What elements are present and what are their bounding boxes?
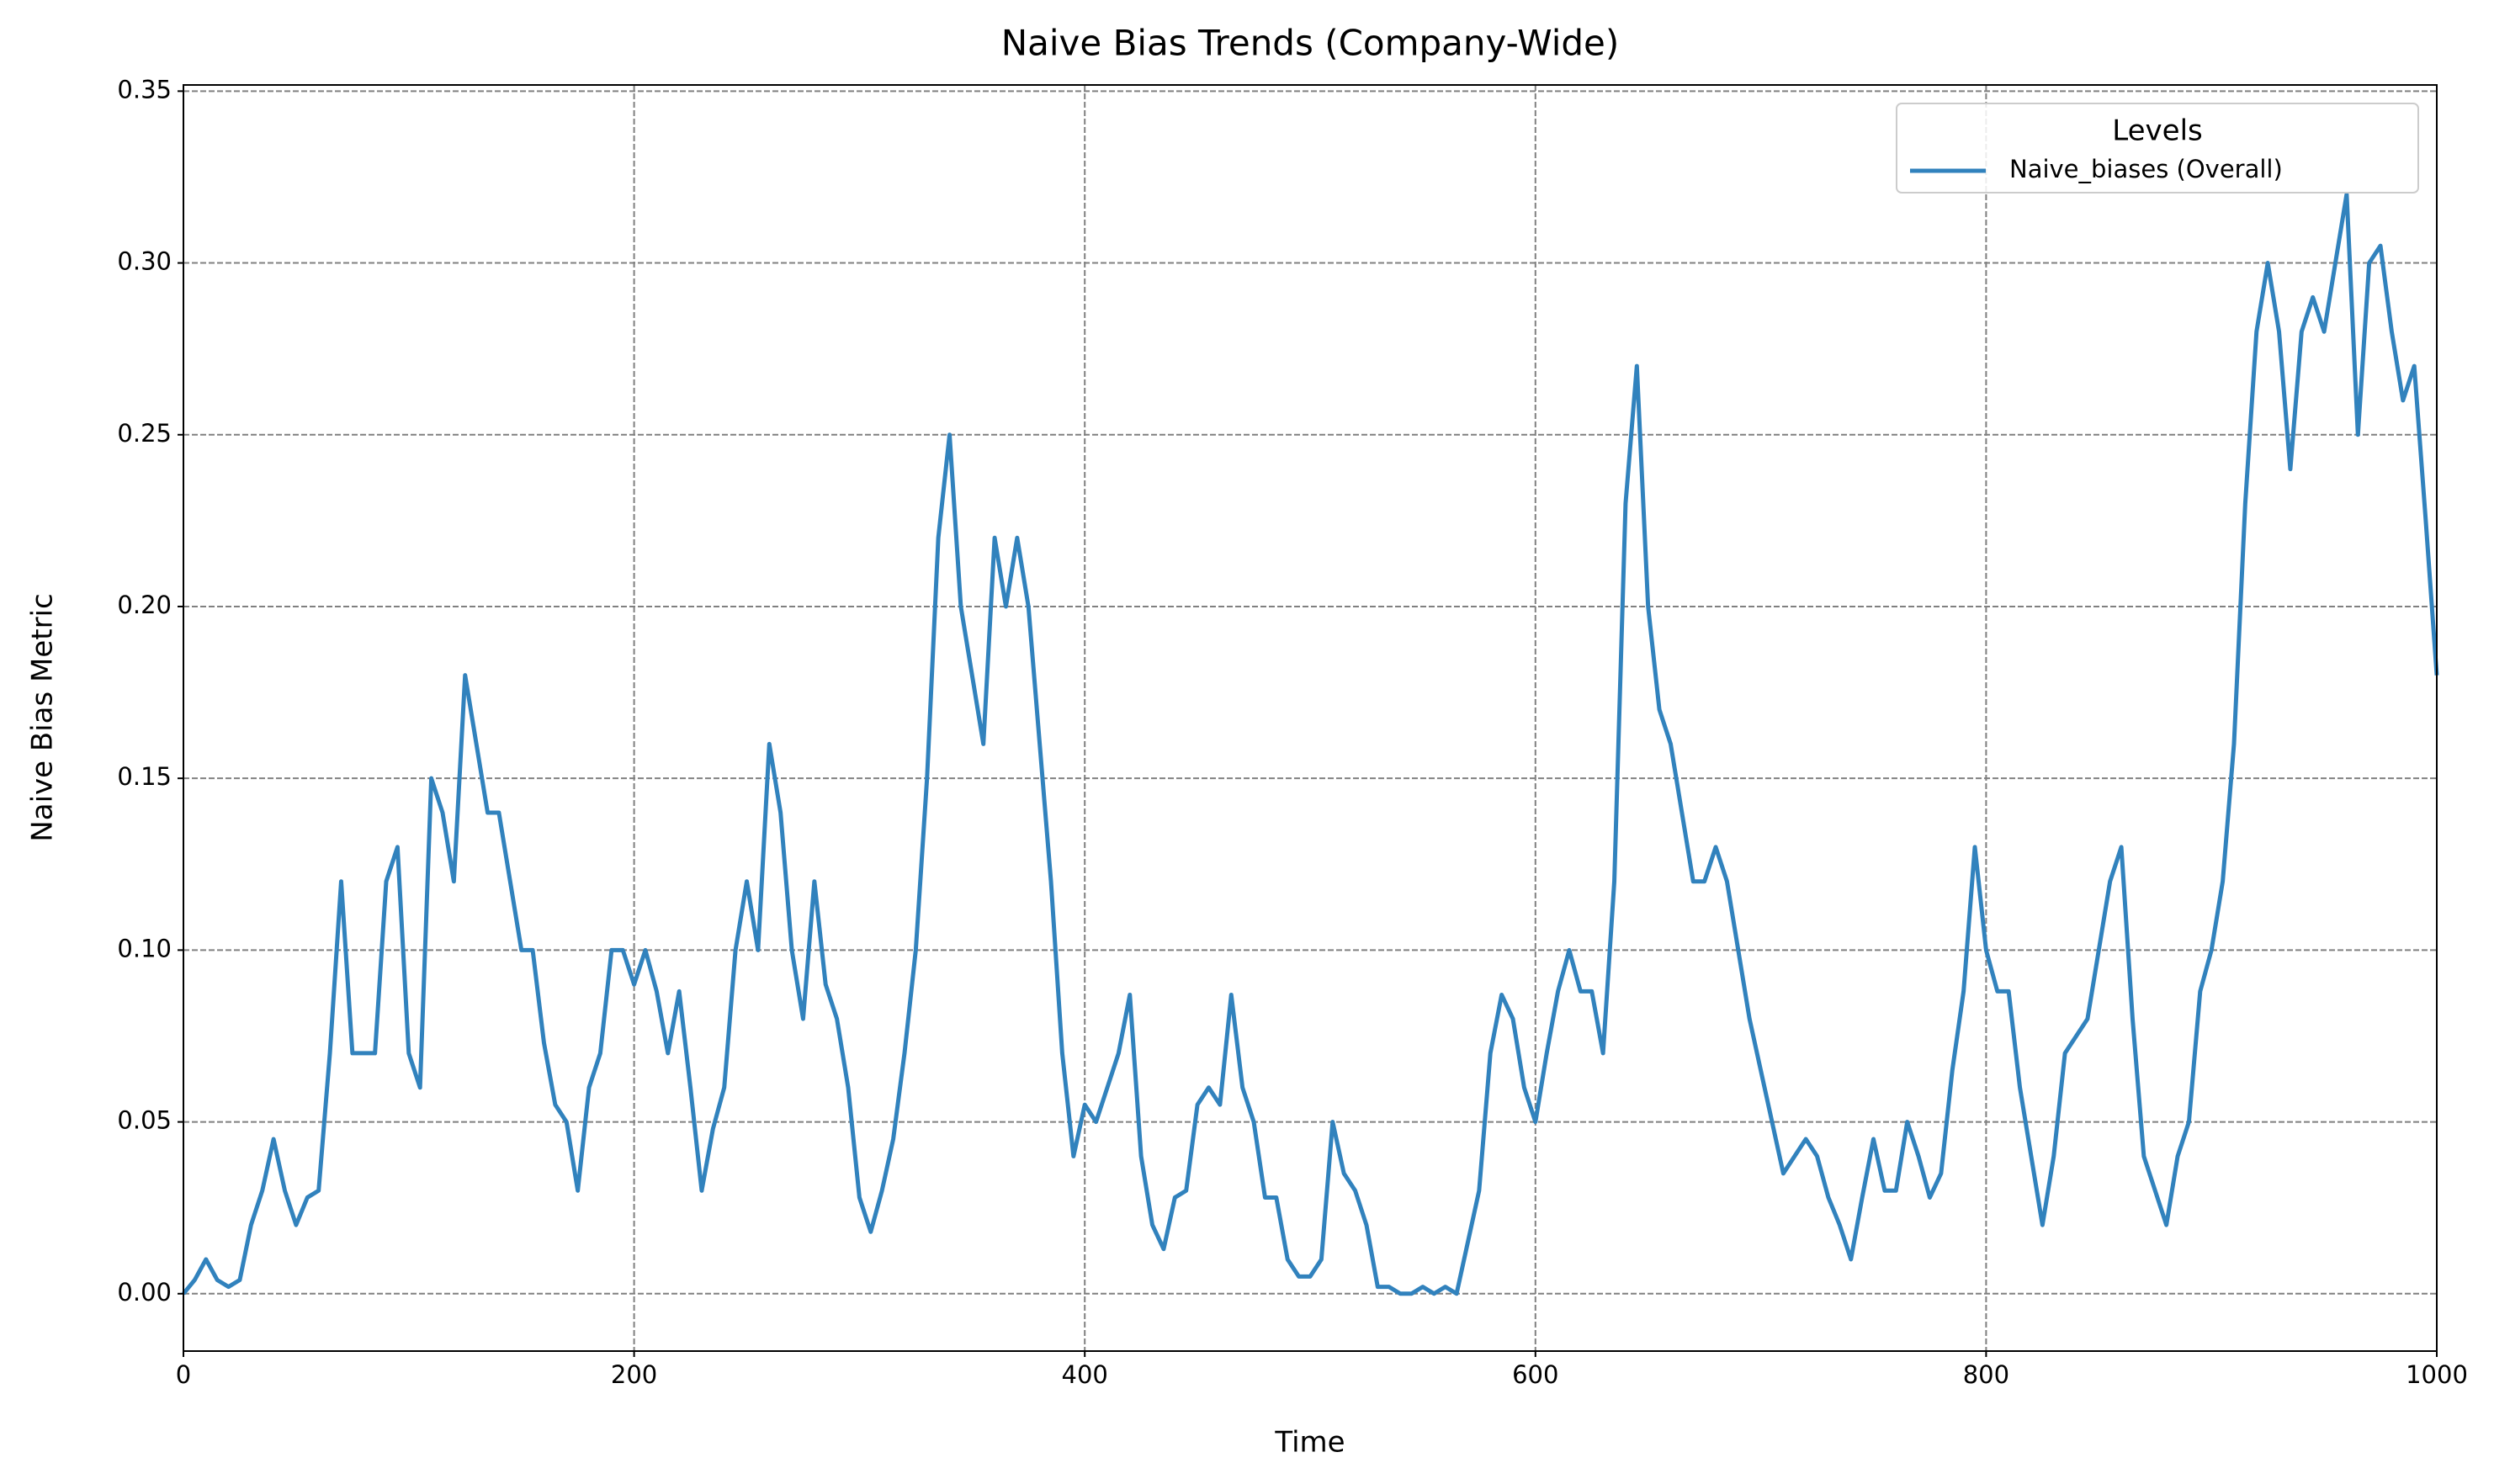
y-tick-label: 0.15 — [117, 762, 172, 791]
x-tick-label: 1000 — [2406, 1360, 2468, 1389]
y-tick-label: 0.25 — [117, 419, 172, 448]
legend-label: Naive_biases (Overall) — [2009, 155, 2283, 183]
plot-frame — [183, 84, 2438, 1352]
x-axis-label: Time — [1274, 1426, 1345, 1460]
x-tick-label: 800 — [1963, 1360, 2009, 1389]
y-tick-label: 0.05 — [117, 1106, 172, 1135]
x-tick-label: 200 — [611, 1360, 657, 1389]
x-tick-label: 600 — [1512, 1360, 1558, 1389]
y-tick-label: 0.10 — [117, 934, 172, 962]
legend-title: Levels — [2112, 114, 2202, 148]
y-axis-label: Naive Bias Metric — [26, 593, 60, 841]
chart-title: Naive Bias Trends (Company-Wide) — [1001, 23, 1620, 64]
y-tick-label: 0.35 — [117, 75, 172, 103]
x-tick-label: 400 — [1062, 1360, 1108, 1389]
legend-box — [1896, 103, 2419, 193]
legend: Levels Naive_biases (Overall) — [1896, 103, 2419, 193]
y-tick-label: 0.00 — [117, 1278, 172, 1306]
y-tick-label: 0.20 — [117, 591, 172, 619]
data-line — [182, 192, 2439, 1296]
y-tick-label: 0.30 — [117, 247, 172, 276]
x-tick-label: 0 — [176, 1360, 191, 1389]
